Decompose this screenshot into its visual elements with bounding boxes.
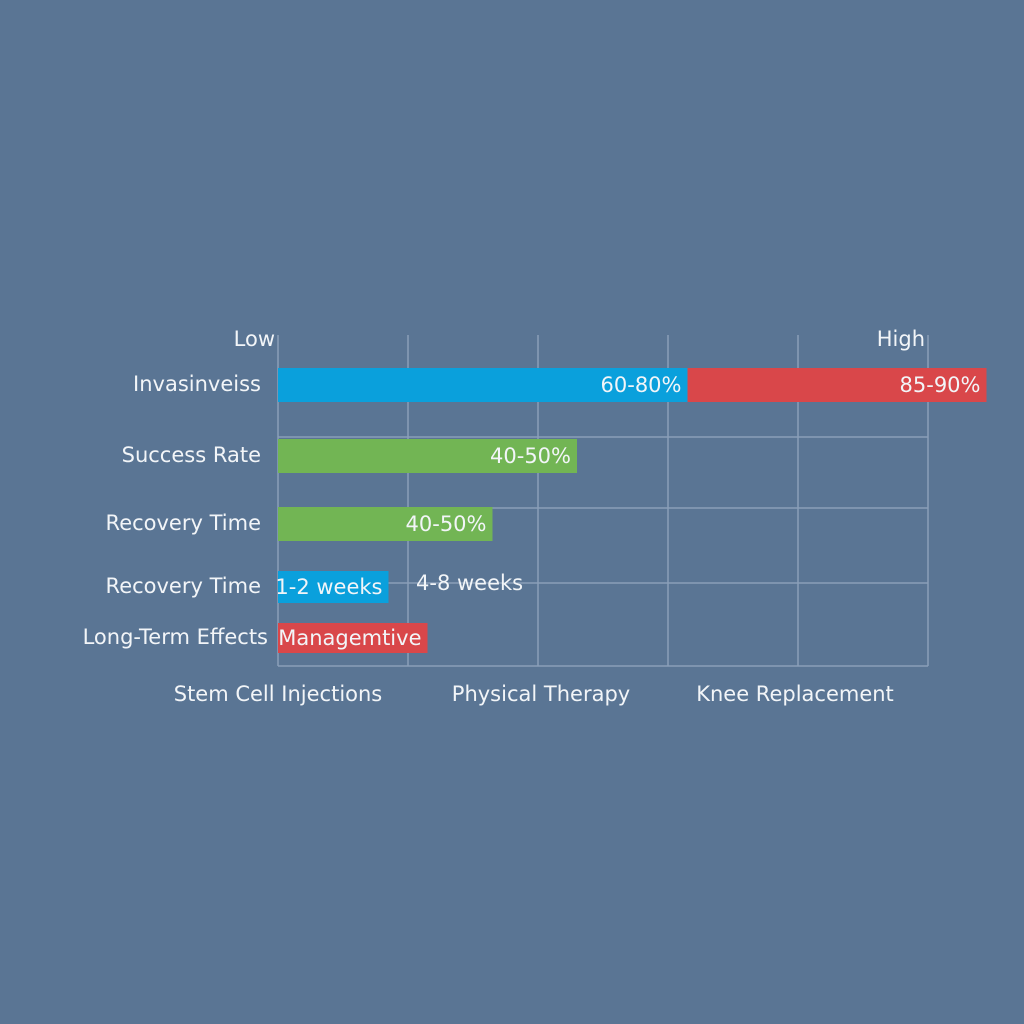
bar-segment	[278, 368, 688, 402]
category-label: Physical Therapy	[452, 682, 630, 706]
value-label: 1-2 weeks	[275, 575, 382, 599]
x-tick-label: High	[877, 327, 925, 351]
value-label: 85-90%	[900, 373, 981, 397]
annotation: 4-8 weeks	[416, 571, 523, 595]
bar-segment	[278, 439, 577, 473]
bar-segment	[278, 623, 428, 653]
bar-segment	[278, 507, 493, 541]
value-label: Managemtive	[278, 626, 421, 650]
row-label: Long-Term Effects	[83, 625, 268, 649]
category-label: Knee Replacement	[696, 682, 894, 706]
row-label: Success Rate	[122, 443, 261, 467]
value-label: 40-50%	[406, 512, 487, 536]
row-label: Recovery Time	[106, 574, 261, 598]
x-tick-label: Low	[234, 327, 275, 351]
value-label: 40-50%	[490, 444, 571, 468]
row-label: Recovery Time	[106, 511, 261, 535]
row-label: Invasinveiss	[133, 372, 261, 396]
value-label: 60-80%	[601, 373, 682, 397]
bar-segment	[278, 571, 389, 603]
bar-segment	[687, 368, 987, 402]
category-label: Stem Cell Injections	[174, 682, 383, 706]
